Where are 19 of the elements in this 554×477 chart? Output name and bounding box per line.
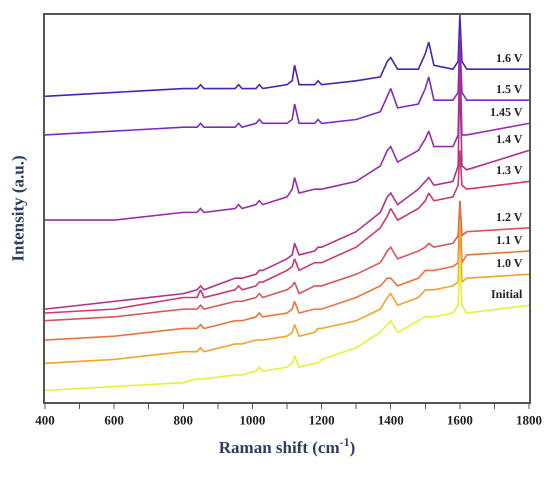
y-axis-title: Intensity (a.u.): [8, 155, 28, 262]
series-label: 1.6 V: [496, 51, 523, 65]
x-tick-label: 1600: [446, 412, 473, 428]
x-tick-label: 1400: [378, 412, 404, 428]
x-tick-label: 400: [35, 412, 55, 428]
x-tick-label: 800: [174, 412, 194, 428]
x-tick-label: 1200: [308, 412, 335, 428]
x-tick-label: 600: [104, 412, 124, 428]
series-label: 1.1 V: [496, 233, 523, 247]
x-axis-title: Raman shift (cm$^{-1}$): [218, 435, 356, 458]
series-label: 1.4 V: [496, 132, 523, 146]
series-label: Initial: [491, 287, 524, 301]
x-tick-label: 1000: [239, 412, 266, 428]
series-label: 1.0 V: [496, 256, 523, 270]
x-tick-label: 1800: [516, 412, 542, 428]
series-label: 1.45 V: [490, 105, 523, 119]
series-label: 1.3 V: [496, 163, 523, 177]
series-label: 1.2 V: [496, 210, 523, 224]
series-label: 1.5 V: [496, 82, 523, 96]
